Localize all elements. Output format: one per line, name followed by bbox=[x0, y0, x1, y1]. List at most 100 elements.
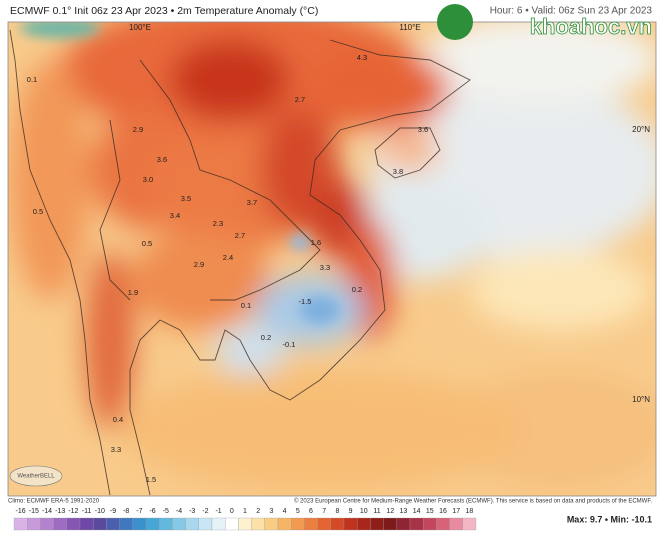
colorbar-tick-label: -14 bbox=[42, 508, 52, 515]
climo-note: Climo: ECMWF ERA-5 1991-2020 bbox=[8, 499, 100, 505]
map-value-label: 2.9 bbox=[194, 260, 204, 269]
watermark-logo bbox=[437, 4, 473, 40]
map-value-label: 0.5 bbox=[142, 239, 152, 248]
colorbar-cell bbox=[53, 517, 67, 531]
colorbar-cell bbox=[159, 517, 173, 531]
colorbar-tick-label: -11 bbox=[82, 508, 92, 515]
colorbar-tick-label: 7 bbox=[322, 508, 326, 515]
colorbar-tick-label: 5 bbox=[296, 508, 300, 515]
watermark: khoahoc.vn bbox=[530, 14, 652, 39]
colorbar-cell bbox=[211, 517, 226, 531]
colorbar-cell bbox=[423, 517, 437, 531]
colorbar-cell bbox=[66, 517, 81, 531]
map-value-label: 2.7 bbox=[235, 231, 245, 240]
colorbar-cell bbox=[343, 517, 358, 531]
map-value-label: 3.3 bbox=[111, 445, 121, 454]
colorbar-tick-label: 1 bbox=[243, 508, 247, 515]
map-value-label: 1.6 bbox=[311, 238, 321, 247]
colorbar-cell bbox=[198, 517, 213, 531]
copyright: © 2023 European Centre for Medium-Range … bbox=[294, 498, 652, 505]
map-value-label: 0.1 bbox=[27, 75, 37, 84]
colorbar-tick-label: 3 bbox=[269, 508, 273, 515]
colorbar-cell bbox=[106, 517, 120, 531]
max-min: Max: 9.7 • Min: -10.1 bbox=[567, 514, 652, 524]
logo-badge bbox=[9, 465, 63, 487]
colorbar-tick-label: -15 bbox=[29, 508, 39, 515]
colorbar-tick-label: 17 bbox=[452, 508, 460, 515]
grid-label: 10°N bbox=[632, 395, 650, 404]
map-value-label: 3.0 bbox=[143, 175, 153, 184]
colorbar-tick-label: 16 bbox=[439, 508, 447, 515]
map-value-label: 3.5 bbox=[181, 194, 191, 203]
map-value-label: 3.6 bbox=[418, 125, 428, 134]
colorbar-tick-label: 0 bbox=[230, 508, 234, 515]
colorbar-cell bbox=[225, 517, 239, 531]
colorbar-tick-label: -10 bbox=[95, 508, 105, 515]
colorbar-cell bbox=[27, 517, 41, 531]
colorbar-cell bbox=[172, 517, 186, 531]
colorbar-tick-label: 11 bbox=[373, 508, 380, 515]
colorbar-cell bbox=[79, 517, 94, 531]
map-value-label: 1.9 bbox=[128, 288, 138, 297]
colorbar-tick-label: 8 bbox=[335, 508, 339, 515]
colorbar-cell bbox=[304, 517, 318, 531]
map-value-label: 3.6 bbox=[157, 155, 167, 164]
colorbar-cell bbox=[317, 517, 331, 531]
colorbar-cell bbox=[409, 517, 424, 531]
colorbar-cell bbox=[145, 517, 160, 531]
colorbar-cell bbox=[291, 517, 305, 531]
colorbar-cell bbox=[251, 517, 265, 531]
colorbar-tick-label: 13 bbox=[400, 508, 408, 515]
map-value-label: -1.5 bbox=[299, 297, 312, 306]
map-value-label: 1.5 bbox=[146, 475, 156, 484]
colorbar-tick-label: 9 bbox=[349, 508, 353, 515]
colorbar-cell bbox=[370, 517, 384, 531]
colorbar-cell bbox=[449, 517, 463, 531]
grid-label: 110°E bbox=[399, 23, 420, 32]
colorbar-tick-label: 6 bbox=[309, 508, 313, 515]
colorbar-tick-label: -13 bbox=[55, 508, 65, 515]
colorbar-tick-label: 12 bbox=[386, 508, 394, 515]
header-title: ECMWF 0.1° Init 06z 23 Apr 2023 • 2m Tem… bbox=[10, 5, 318, 17]
colorbar-cell bbox=[13, 517, 28, 531]
colorbar-tick-label: 2 bbox=[256, 508, 260, 515]
colorbar-tick-label: -7 bbox=[136, 508, 142, 515]
map-frame bbox=[7, 21, 657, 497]
map-value-label: 3.8 bbox=[393, 167, 403, 176]
map-value-label: -0.1 bbox=[283, 340, 296, 349]
map-value-label: 0.2 bbox=[352, 285, 362, 294]
colorbar-cell bbox=[462, 517, 477, 531]
colorbar-cell bbox=[436, 517, 450, 531]
colorbar-cell bbox=[40, 517, 54, 531]
colorbar-tick-label: -6 bbox=[149, 508, 155, 515]
colorbar-tick-label: -12 bbox=[68, 508, 78, 515]
colorbar-tick-label: 14 bbox=[413, 508, 421, 515]
colorbar-tick-label: 15 bbox=[426, 508, 434, 515]
colorbar-tick-label: -4 bbox=[176, 508, 182, 515]
colorbar-cell bbox=[132, 517, 147, 531]
map-value-label: 2.7 bbox=[295, 95, 305, 104]
grid-label: 100°E bbox=[129, 23, 151, 32]
colorbar-tick-label: -9 bbox=[110, 508, 116, 515]
colorbar-tick-label: 10 bbox=[360, 508, 368, 515]
valid-time: Hour: 6 • Valid: 06z Sun 23 Apr 2023 bbox=[490, 6, 653, 17]
colorbar-tick-label: -8 bbox=[123, 508, 129, 515]
colorbar-cell bbox=[396, 517, 411, 531]
map-value-label: 3.7 bbox=[247, 198, 257, 207]
colorbar-cell bbox=[238, 517, 252, 531]
map-value-label: 0.4 bbox=[113, 415, 123, 424]
map-value-label: 2.4 bbox=[223, 253, 233, 262]
map-value-label: 2.9 bbox=[133, 125, 143, 134]
map-value-label: 3.4 bbox=[170, 211, 180, 220]
map bbox=[8, 22, 656, 496]
map-value-label: 0.2 bbox=[261, 333, 271, 342]
logo-text: WeatherBELL bbox=[17, 474, 55, 480]
colorbar-cell bbox=[185, 517, 199, 531]
colorbar-tick-label: -5 bbox=[163, 508, 169, 515]
colorbar-cell bbox=[93, 517, 107, 531]
colorbar-cell bbox=[330, 517, 345, 531]
colorbar-cell bbox=[383, 517, 397, 531]
map-value-label: 2.3 bbox=[213, 219, 223, 228]
